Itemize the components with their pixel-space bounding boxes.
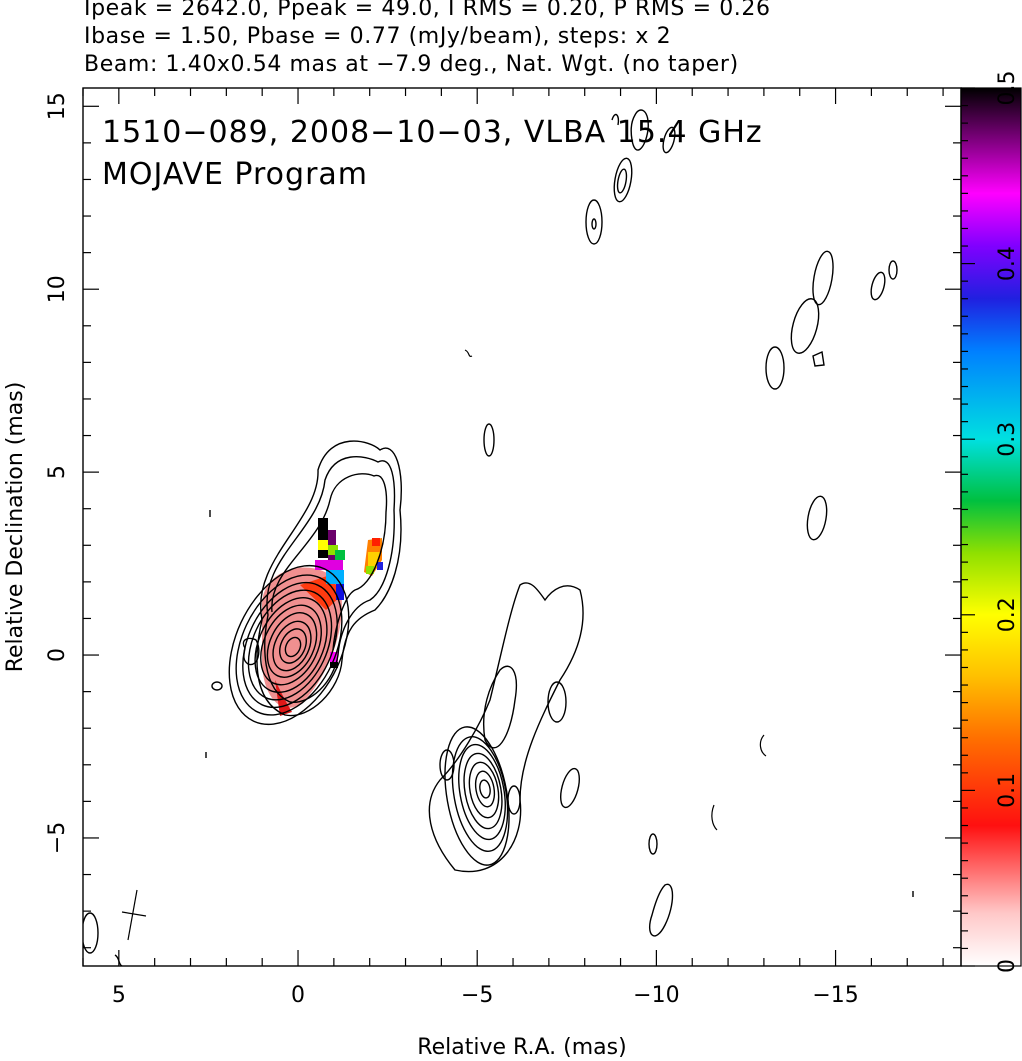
colorbar-tick-label: 0.4 bbox=[995, 246, 1020, 281]
x-tick-label: −10 bbox=[633, 983, 679, 1008]
plot-frame bbox=[82, 87, 962, 967]
axis-ticks bbox=[82, 88, 961, 966]
beam-marker bbox=[121, 889, 147, 941]
colorbar-tick-label: 0 bbox=[995, 959, 1020, 973]
colorbar-tick-label: 0.5 bbox=[995, 71, 1020, 106]
y-tick-label: −5 bbox=[45, 822, 70, 854]
colorbar bbox=[960, 87, 1022, 967]
header-peak-line: Ipeak = 2642.0, Ppeak = 49.0, I RMS = 0.… bbox=[84, 0, 771, 21]
y-tick-label: 15 bbox=[45, 92, 70, 120]
plot-subtitle: MOJAVE Program bbox=[102, 157, 368, 192]
x-tick-label: −5 bbox=[461, 983, 493, 1008]
x-tick-label: 5 bbox=[112, 983, 126, 1008]
colorbar-tick-label: 0.1 bbox=[995, 773, 1020, 808]
south-contours bbox=[428, 349, 584, 873]
header-base-line: Ibase = 1.50, Pbase = 0.77 (mJy/beam), s… bbox=[84, 24, 672, 49]
x-tick-label: −15 bbox=[812, 983, 858, 1008]
y-tick-label: 0 bbox=[45, 648, 70, 662]
colorbar-tick-label: 0.2 bbox=[995, 597, 1020, 632]
header-beam-line: Beam: 1.40x0.54 mas at −7.9 deg., Nat. W… bbox=[84, 52, 739, 77]
y-axis-label: Relative Declination (mas) bbox=[3, 382, 28, 673]
y-tick-label: 10 bbox=[45, 275, 70, 303]
colorbar-tick-label: 0.3 bbox=[995, 422, 1020, 457]
x-tick-label: 0 bbox=[291, 983, 305, 1008]
y-tick-label: 5 bbox=[45, 465, 70, 479]
core-contours bbox=[228, 440, 402, 726]
axis-tick-labels: 5 0 −5 −10 −15 −5 0 5 10 15 bbox=[45, 92, 859, 1008]
x-axis-label: Relative R.A. (mas) bbox=[417, 1035, 626, 1060]
isolated-contours bbox=[83, 109, 914, 966]
colorbar-ticks: 0 0.1 0.2 0.3 0.4 0.5 bbox=[961, 71, 1020, 973]
plot-title: 1510−089, 2008−10−03, VLBA 15.4 GHz bbox=[102, 115, 763, 150]
